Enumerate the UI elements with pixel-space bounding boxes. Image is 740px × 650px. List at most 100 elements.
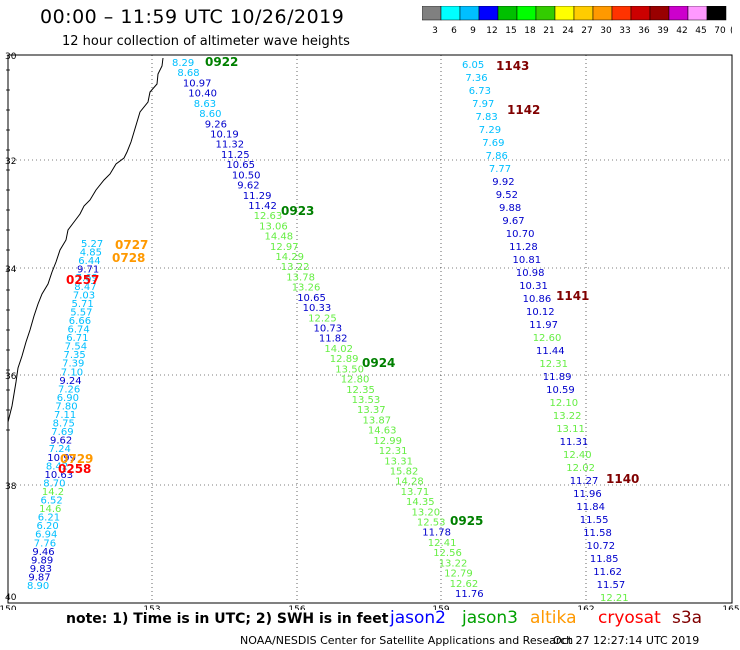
swh-value-label: 7.80 bbox=[55, 401, 77, 412]
swh-value-label: 14.29 bbox=[275, 252, 304, 263]
swh-value-label: 5.57 bbox=[70, 307, 92, 318]
legend-s3a: s3a bbox=[672, 608, 703, 628]
swh-value-label: 10.19 bbox=[210, 130, 239, 141]
swh-value-label: 12.89 bbox=[330, 354, 359, 365]
swh-value-label: 10.98 bbox=[516, 268, 545, 279]
swh-value-label: 9.62 bbox=[237, 181, 259, 192]
swh-value-label: 6.21 bbox=[38, 513, 60, 524]
swh-value-label: 13.22 bbox=[281, 262, 310, 273]
colorbar-level-label: 6 bbox=[451, 26, 457, 36]
pass-time-label: 0729 bbox=[60, 452, 93, 466]
swh-value-label: 12.25 bbox=[308, 313, 337, 324]
longitude-tick-label: 162 bbox=[577, 605, 594, 610]
swh-value-label: 7.39 bbox=[62, 359, 84, 370]
swh-value-label: 7.54 bbox=[65, 342, 87, 353]
swh-value-label: 9.26 bbox=[205, 119, 227, 130]
swh-value-label: 10.12 bbox=[526, 307, 555, 318]
legend-altika: altika bbox=[530, 608, 577, 628]
swh-value-label: 12.97 bbox=[270, 242, 299, 253]
swh-value-label: 10.65 bbox=[226, 160, 255, 171]
swh-value-label: 8.63 bbox=[194, 99, 216, 110]
swh-value-label: 6.20 bbox=[37, 521, 59, 532]
colorbar-level-label: 45 bbox=[695, 26, 706, 36]
swh-value-label: 10.31 bbox=[519, 281, 548, 292]
colorbar-level-label: 12 bbox=[486, 26, 497, 36]
swh-value-label: 12.31 bbox=[539, 359, 568, 370]
swh-value-label: 6.71 bbox=[66, 333, 88, 344]
page-subtitle: 12 hour collection of altimeter wave hei… bbox=[62, 34, 350, 49]
swh-value-label: 5.71 bbox=[72, 299, 94, 310]
swh-value-label: 11.58 bbox=[583, 528, 612, 539]
pass-time-label: 0925 bbox=[450, 514, 483, 528]
swh-value-label: 11.97 bbox=[529, 320, 558, 331]
swh-value-label: 11.96 bbox=[573, 489, 602, 500]
swh-value-label: 12.21 bbox=[600, 593, 629, 604]
pass-time-label: 1142 bbox=[507, 103, 540, 117]
pass-time-label: 0728 bbox=[112, 251, 145, 265]
latitude-tick-label: 34 bbox=[5, 265, 17, 275]
colorbar-level-label: 42 bbox=[676, 26, 687, 36]
colorbar-level-label: 30 bbox=[600, 26, 612, 36]
swh-value-label: 9.46 bbox=[32, 547, 54, 558]
footer-note: note: 1) Time is in UTC; 2) SWH is in fe… bbox=[66, 611, 389, 627]
colorbar-level-label: 27 bbox=[581, 26, 592, 36]
swh-value-label: 13.87 bbox=[363, 415, 392, 426]
swh-value-label: 6.44 bbox=[78, 256, 100, 267]
latitude-ticks: 30 32 34 36 38 40 bbox=[5, 52, 17, 603]
swh-value-label: 7.86 bbox=[486, 151, 508, 162]
swh-value-label: 7.10 bbox=[61, 367, 83, 378]
swh-value-label: 4.85 bbox=[80, 248, 102, 259]
swh-value-label: 12.35 bbox=[346, 385, 375, 396]
longitude-tick-label: 150 bbox=[0, 605, 17, 610]
swh-value-label: 6.66 bbox=[69, 316, 91, 327]
longitude-ticks: 150 153 156 159 162 165 bbox=[0, 605, 740, 610]
swh-value-label: 12.53 bbox=[417, 518, 446, 529]
swh-value-label: 9.62 bbox=[50, 436, 72, 447]
swh-value-label: 10.59 bbox=[546, 385, 575, 396]
swh-value-label: 13.71 bbox=[401, 487, 430, 498]
swh-value-label: 11.55 bbox=[580, 515, 609, 526]
swh-value-label: 9.24 bbox=[59, 376, 81, 387]
swh-value-label: 11.82 bbox=[319, 334, 348, 345]
swh-value-label: 13.53 bbox=[352, 395, 381, 406]
swh-value-label: 12.80 bbox=[341, 375, 370, 386]
pass-time-label: 0924 bbox=[362, 356, 395, 370]
coastline bbox=[7, 57, 164, 423]
swh-value-label: 13.50 bbox=[335, 364, 364, 375]
swh-value-label: 8.42 bbox=[46, 461, 68, 472]
swh-value-label: 10.40 bbox=[188, 89, 217, 100]
swh-value-label: 12.56 bbox=[433, 548, 462, 559]
swh-value-label: 10.50 bbox=[232, 170, 261, 181]
swh-value-label: 7.03 bbox=[73, 290, 95, 301]
legend-jason2: jason2 bbox=[390, 608, 446, 628]
swh-value-label: 12.41 bbox=[428, 538, 457, 549]
swh-value-label: 11.57 bbox=[597, 580, 626, 591]
swh-value-label: 6.90 bbox=[57, 393, 79, 404]
swh-value-label: 10.73 bbox=[314, 324, 343, 335]
swh-value-label: 12.02 bbox=[566, 463, 595, 474]
grid-lines bbox=[8, 55, 732, 603]
swh-value-label: 7.26 bbox=[58, 384, 80, 395]
colorbar-level-label: 21 bbox=[543, 26, 554, 36]
swh-value-label: 5.27 bbox=[81, 239, 103, 250]
swh-value-label: 6.05 bbox=[462, 60, 484, 71]
swh-value-label: 8.70 bbox=[43, 478, 65, 489]
swh-value-label: 9.89 bbox=[31, 555, 53, 566]
swh-value-label: 14.63 bbox=[368, 426, 397, 437]
coastline-ticks bbox=[6, 69, 10, 431]
swh-value-label: 10.70 bbox=[506, 229, 535, 240]
swh-value-label: 12.62 bbox=[450, 579, 479, 590]
swh-value-label: 13.06 bbox=[259, 221, 288, 232]
latitude-tick-label: 40 bbox=[5, 593, 17, 603]
longitude-tick-label: 156 bbox=[288, 605, 305, 610]
swh-value-label: 6.74 bbox=[68, 325, 90, 336]
swh-value-label: 11.31 bbox=[560, 437, 589, 448]
swh-value-label: 10.99 bbox=[47, 453, 76, 464]
page-title: 00:00 – 11:59 UTC 10/26/2019 bbox=[40, 6, 345, 28]
longitude-tick-label: 159 bbox=[432, 605, 449, 610]
colorbar-level-label: 18 bbox=[524, 26, 536, 36]
swh-value-label: 14.02 bbox=[324, 344, 353, 355]
swh-value-label: 14.28 bbox=[395, 477, 424, 488]
swh-value-label: 10.81 bbox=[513, 255, 542, 266]
